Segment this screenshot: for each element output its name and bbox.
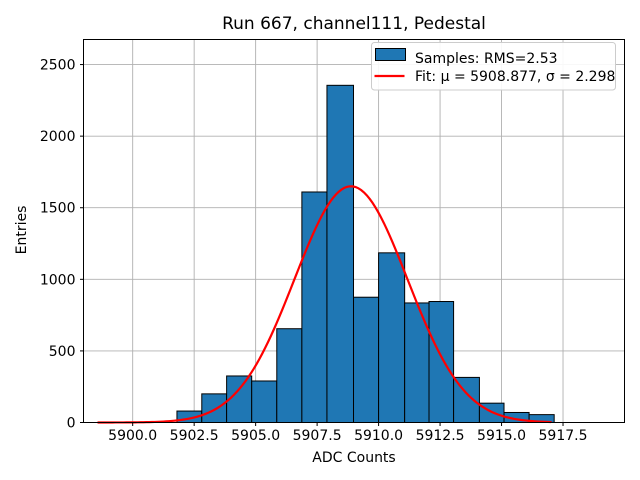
axis-layer — [80, 39, 625, 426]
y-tick-label: 1500 — [40, 201, 76, 217]
histogram-bar — [378, 252, 406, 423]
ticklabel-layer: 5900.0 5902.5 5905.0 5907.5 5910.0 5912.5 5915… — [40, 58, 588, 444]
legend-samples-swatch — [375, 48, 406, 61]
legend-samples-label: Samples: RMS=2.53 — [415, 51, 558, 67]
legend-fit-label: Fit: μ = 5908.877, σ = 2.298 — [415, 69, 615, 85]
x-tick-label: 5912.5 — [416, 428, 465, 444]
histogram-bar — [326, 84, 355, 423]
y-tick-label: 2000 — [40, 129, 76, 145]
x-tick-label: 5907.5 — [293, 428, 342, 444]
plot-border — [83, 39, 625, 423]
histogram-bar — [251, 380, 278, 424]
histogram-bar — [276, 328, 303, 423]
y-axis-label: Entries — [14, 206, 30, 255]
curve-layer — [97, 185, 552, 424]
x-tick-label: 5905.0 — [231, 428, 280, 444]
bar-layer — [176, 84, 555, 424]
x-tick-label: 5917.5 — [539, 428, 588, 444]
x-tick-label: 5902.5 — [170, 428, 219, 444]
legend-frame — [371, 42, 616, 91]
fit-curve — [97, 185, 552, 424]
histogram-bar — [301, 191, 328, 423]
x-tick-label: 5900.0 — [108, 428, 157, 444]
histogram-bar — [353, 296, 380, 424]
x-tick-label: 5915.0 — [477, 428, 526, 444]
y-tick-label: 0 — [67, 416, 76, 432]
y-tick-label: 1000 — [40, 272, 76, 288]
y-tick-label: 2500 — [40, 58, 76, 74]
x-axis-label: ADC Counts — [312, 450, 395, 466]
chart-title: Run 667, channel111, Pedestal — [222, 14, 486, 34]
x-tick-label: 5910.0 — [354, 428, 403, 444]
legend: Samples: RMS=2.53 Fit: μ = 5908.877, σ =… — [371, 42, 616, 91]
histogram-bar — [201, 393, 228, 423]
histogram-bar — [428, 301, 455, 423]
y-tick-label: 500 — [49, 344, 76, 360]
